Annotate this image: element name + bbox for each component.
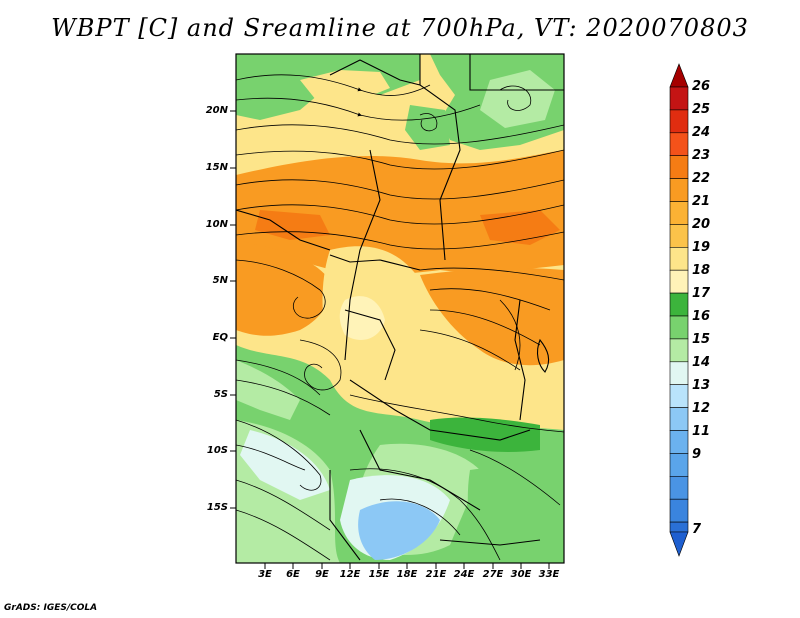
colorbar-segment bbox=[669, 407, 689, 431]
colorbar-label: 9 bbox=[692, 447, 702, 462]
colorbar-label: 21 bbox=[692, 194, 711, 209]
colorbar-segment bbox=[669, 292, 689, 317]
colorbar-label: 12 bbox=[692, 401, 711, 416]
country-boundaries bbox=[236, 54, 564, 561]
lat-label: 10S bbox=[206, 445, 228, 456]
streamlines bbox=[236, 74, 564, 561]
lon-label: 27E bbox=[482, 569, 504, 580]
lon-label: 33E bbox=[538, 569, 560, 580]
colorbar-segment bbox=[669, 338, 689, 363]
lon-label: 3E bbox=[258, 569, 272, 580]
colorbar-bottom-arrow bbox=[669, 531, 689, 557]
colorbar-label: 24 bbox=[692, 125, 711, 140]
lon-label: 9E bbox=[315, 569, 329, 580]
colorbar-segment bbox=[669, 269, 689, 294]
colorbar-segment bbox=[669, 475, 689, 500]
lon-label: 6E bbox=[286, 569, 300, 580]
colorbar-segment bbox=[669, 247, 689, 271]
colorbar-label: 22 bbox=[692, 171, 711, 186]
colorbar-segment bbox=[669, 109, 689, 134]
lon-label: 18E bbox=[396, 569, 418, 580]
colorbar-segment bbox=[669, 521, 689, 533]
map-frame bbox=[235, 53, 565, 564]
lat-label: 5S bbox=[213, 389, 228, 400]
lon-label: 24E bbox=[453, 569, 475, 580]
colorbar-segment bbox=[669, 384, 689, 408]
colorbar-segment bbox=[669, 132, 689, 157]
grads-credit: GrADS: IGES/COLA bbox=[4, 603, 98, 613]
colorbar-label: 25 bbox=[692, 102, 711, 117]
colorbar-label: 23 bbox=[692, 148, 711, 163]
colorbar-segment bbox=[669, 453, 689, 477]
colorbar-label: 26 bbox=[692, 79, 711, 94]
lat-label: 10N bbox=[205, 219, 228, 230]
lon-label: 12E bbox=[339, 569, 361, 580]
lon-label: 15E bbox=[368, 569, 390, 580]
lon-label: 30E bbox=[510, 569, 532, 580]
colorbar-segment bbox=[669, 201, 689, 225]
colorbar-label: 17 bbox=[692, 286, 711, 301]
colorbar-segment bbox=[669, 224, 689, 248]
colorbar-segment bbox=[669, 361, 689, 385]
colorbar-segment bbox=[669, 430, 689, 454]
colorbar-segment bbox=[669, 155, 689, 179]
lat-label: 15N bbox=[205, 162, 228, 173]
colorbar-label: 20 bbox=[692, 217, 711, 232]
lat-label: 5N bbox=[212, 275, 228, 286]
colorbar-label: 16 bbox=[692, 309, 711, 324]
colorbar-segment bbox=[669, 178, 689, 202]
colorbar-label: 19 bbox=[692, 240, 711, 255]
wbpt-field bbox=[236, 54, 564, 563]
colorbar-label: 11 bbox=[692, 424, 711, 439]
colorbar-label: 13 bbox=[692, 378, 711, 393]
colorbar-segment bbox=[669, 86, 689, 111]
colorbar-label: 18 bbox=[692, 263, 711, 278]
colorbar-label: 15 bbox=[692, 332, 711, 347]
axis-ticks bbox=[230, 110, 550, 569]
colorbar-label: 14 bbox=[692, 355, 711, 370]
colorbar bbox=[669, 63, 689, 557]
colorbar-label: 7 bbox=[692, 522, 702, 537]
lat-label: 15S bbox=[206, 502, 228, 513]
lat-label: EQ bbox=[212, 332, 228, 343]
colorbar-segment bbox=[669, 498, 689, 523]
colorbar-top-arrow bbox=[669, 63, 689, 88]
lat-label: 20N bbox=[205, 105, 228, 116]
lon-label: 21E bbox=[425, 569, 447, 580]
map-title: WBPT [C] and Sreamline at 700hPa, VT: 20… bbox=[51, 14, 749, 42]
colorbar-segment bbox=[669, 315, 689, 340]
